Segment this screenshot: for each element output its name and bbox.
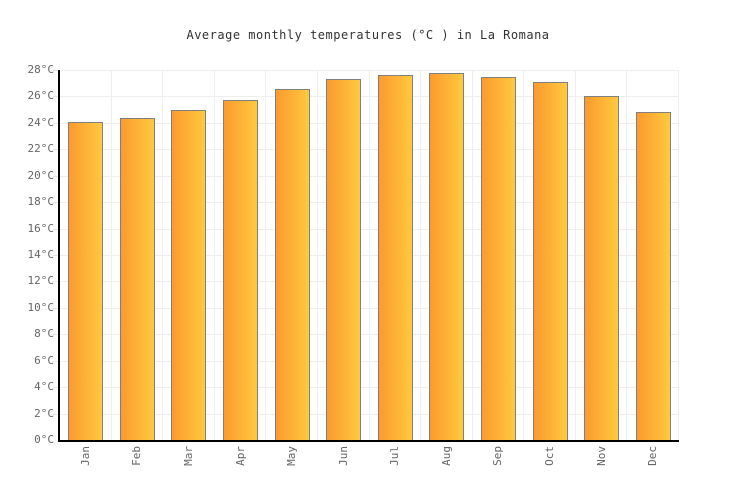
- x-axis-label-may: May: [285, 446, 299, 466]
- x-axis-label-jun: Jun: [336, 446, 350, 466]
- bar-nov: [584, 96, 620, 440]
- gridline-vertical: [626, 70, 628, 440]
- y-axis-label: 6°C: [34, 353, 54, 367]
- plot-area: [58, 70, 679, 442]
- bar-sep: [480, 76, 516, 440]
- gridline-horizontal: [60, 387, 679, 389]
- gridline-vertical: [678, 70, 679, 440]
- bar-mar: [171, 109, 207, 440]
- y-axis-label: 24°C: [27, 115, 55, 129]
- x-axis-label-jul: Jul: [388, 446, 402, 466]
- bar-jun: [326, 79, 362, 440]
- y-axis-tick: [53, 70, 58, 71]
- gridline-vertical: [316, 70, 318, 440]
- y-axis-tick: [53, 149, 58, 151]
- y-axis-label: 8°C: [34, 327, 54, 341]
- y-axis-label: 26°C: [27, 89, 55, 103]
- gridline-horizontal: [60, 202, 679, 204]
- gridline-horizontal: [60, 96, 679, 98]
- y-axis-tick: [53, 334, 58, 336]
- gridline-vertical: [420, 70, 422, 440]
- gridline-horizontal: [60, 149, 679, 151]
- gridline-horizontal: [60, 175, 679, 177]
- chart-title: Average monthly temperatures (°C ) in La…: [186, 28, 550, 42]
- x-axis-label-sep: Sep: [491, 446, 505, 466]
- y-axis-tick: [53, 228, 58, 230]
- gridline-horizontal: [60, 334, 679, 336]
- y-axis-label: 16°C: [27, 221, 55, 235]
- gridline-vertical: [213, 70, 215, 440]
- gridline-vertical: [368, 70, 370, 440]
- gridline-vertical: [523, 70, 525, 440]
- x-axis-label-feb: Feb: [130, 446, 144, 466]
- x-axis-label-aug: Aug: [439, 446, 453, 466]
- y-axis-tick: [53, 360, 58, 362]
- y-axis-label: 18°C: [27, 195, 55, 209]
- gridline-horizontal: [60, 122, 679, 124]
- gridline-vertical: [110, 70, 112, 440]
- gridline-vertical: [574, 70, 576, 440]
- gridline-vertical: [471, 70, 473, 440]
- bar-aug: [429, 72, 465, 440]
- y-axis-tick: [53, 202, 58, 204]
- x-axis-label-dec: Dec: [646, 446, 660, 466]
- gridline-horizontal: [60, 255, 679, 256]
- y-axis-tick: [53, 175, 58, 177]
- y-axis-label: 22°C: [27, 142, 55, 156]
- y-axis-label: 12°C: [27, 274, 55, 288]
- gridline-horizontal: [60, 307, 679, 309]
- y-axis-tick: [53, 96, 58, 98]
- gridline-horizontal: [60, 281, 679, 283]
- y-axis-tick: [53, 255, 58, 256]
- y-axis-label: 0°C: [34, 433, 54, 446]
- y-axis-label: 2°C: [34, 406, 54, 420]
- y-axis-tick: [53, 307, 58, 309]
- bar-oct: [532, 81, 568, 440]
- x-axis-label-nov: Nov: [594, 446, 608, 466]
- bar-feb: [119, 117, 155, 440]
- bar-apr: [223, 100, 259, 440]
- gridline-horizontal: [60, 70, 679, 71]
- x-axis-label-mar: Mar: [181, 446, 195, 466]
- gridline-vertical: [162, 70, 164, 440]
- y-axis-tick: [53, 413, 58, 415]
- x-axis-label-apr: Apr: [233, 446, 247, 466]
- y-axis-label: 10°C: [27, 300, 55, 314]
- bar-dec: [635, 112, 671, 440]
- y-axis-tick: [53, 122, 58, 124]
- y-axis-label: 4°C: [34, 380, 54, 394]
- y-axis-tick: [53, 387, 58, 389]
- x-axis-label-jan: Jan: [78, 446, 92, 466]
- bar-jan: [68, 121, 104, 440]
- y-axis-tick: [53, 281, 58, 283]
- gridline-horizontal: [60, 228, 679, 230]
- gridline-horizontal: [60, 413, 679, 415]
- bar-jul: [377, 75, 413, 440]
- gridline-horizontal: [60, 360, 679, 362]
- y-axis-label: 20°C: [27, 168, 55, 182]
- y-axis-label: 14°C: [27, 248, 55, 261]
- x-axis-label-oct: Oct: [543, 446, 557, 466]
- bar-may: [274, 88, 310, 440]
- gridline-vertical: [265, 70, 267, 440]
- y-axis-label: 28°C: [27, 63, 55, 76]
